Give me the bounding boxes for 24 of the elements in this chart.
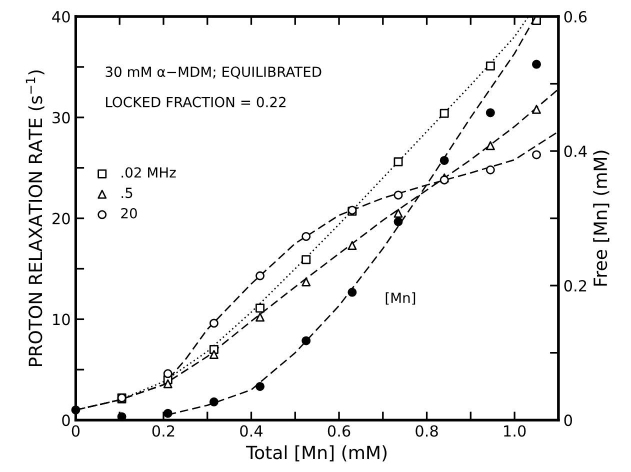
annotation: [Mn] [386, 292, 416, 305]
y2-tick-label: 0.4 [564, 146, 587, 158]
x-tick-label: 0.2 [152, 425, 174, 437]
y2-tick-label: 0 [564, 414, 572, 426]
x-axis-title: Total [Mn] (mM) [246, 445, 387, 462]
legend-label: 20 [121, 208, 137, 219]
y2-tick-label: 0.6 [564, 10, 587, 23]
y-tick-label: 10 [53, 314, 70, 326]
y-tick-label: 30 [52, 112, 70, 124]
y-tick-label: 20 [52, 212, 70, 224]
x-tick-label: 0.4 [240, 425, 263, 437]
y-tick-label: 40 [52, 10, 70, 23]
x-tick-label: 0.6 [328, 425, 350, 437]
x-tick-label: 0.8 [416, 425, 438, 437]
annotation: LOCKED FRACTION = 0.22 [106, 96, 286, 108]
y-tick-label: 0 [62, 414, 70, 426]
legend-label: .5 [122, 188, 132, 198]
x-tick-label: 0 [72, 425, 80, 437]
y-axis-title: PROTON RELAXATION RATE (s$^{−1}$) [26, 70, 44, 366]
annotation: 30 mM α−MDM; EQUILIBRATED [106, 66, 322, 79]
y2-axis-title: Free [Mn] (mM) [593, 150, 610, 286]
legend-label: .02 MHz [122, 167, 176, 178]
x-tick-label: 1.0 [504, 425, 526, 437]
y2-tick-label: 0.2 [564, 280, 586, 292]
